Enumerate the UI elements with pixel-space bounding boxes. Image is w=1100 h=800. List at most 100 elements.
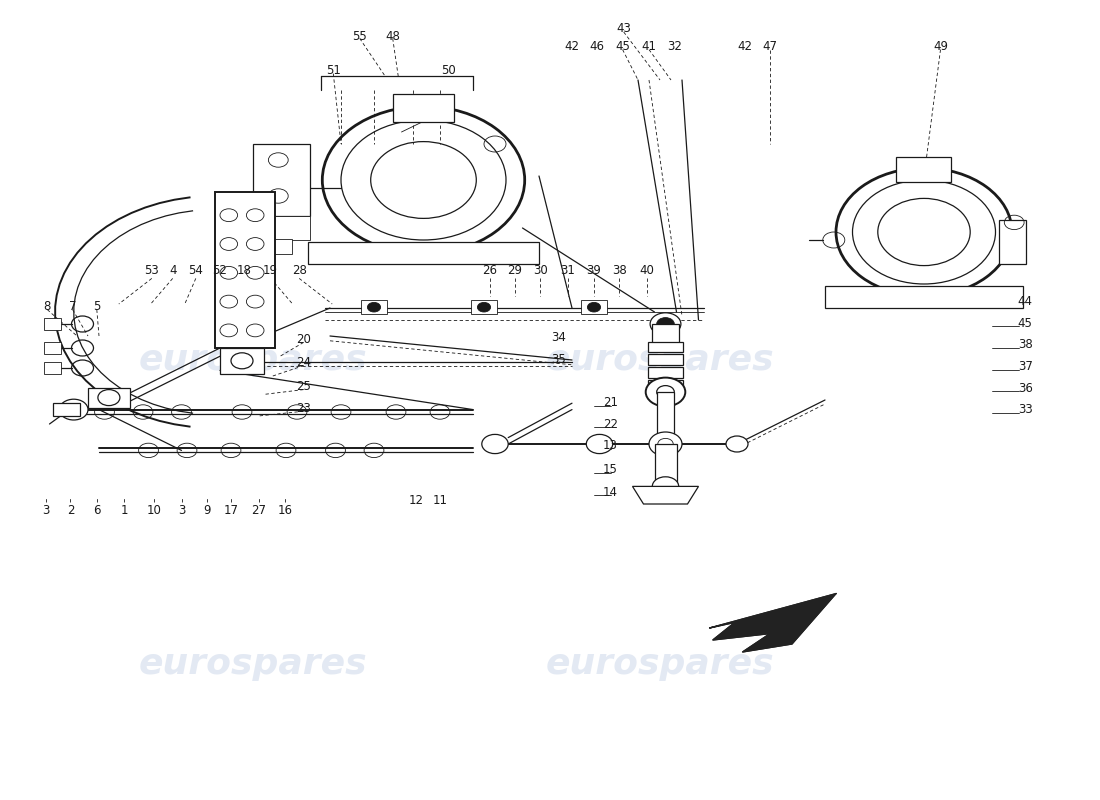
Text: 2: 2 <box>67 504 74 517</box>
Text: 45: 45 <box>615 40 630 53</box>
Bar <box>53 403 80 416</box>
Text: 31: 31 <box>560 264 575 277</box>
Text: eurospares: eurospares <box>139 647 367 681</box>
Circle shape <box>726 436 748 452</box>
Text: 22: 22 <box>603 418 618 430</box>
Text: 53: 53 <box>144 264 159 277</box>
Bar <box>648 380 683 390</box>
Text: 55: 55 <box>352 30 367 42</box>
Text: 9: 9 <box>204 504 210 517</box>
Text: 15: 15 <box>603 463 618 476</box>
Circle shape <box>649 432 682 456</box>
Text: 6: 6 <box>94 504 100 517</box>
Text: 32: 32 <box>667 40 682 53</box>
Bar <box>44 318 60 330</box>
Text: 34: 34 <box>551 331 566 344</box>
Text: 4: 4 <box>169 264 176 277</box>
Text: eurospares: eurospares <box>546 647 774 681</box>
Text: 39: 39 <box>586 264 602 277</box>
Text: 23: 23 <box>296 402 311 414</box>
Circle shape <box>477 302 491 312</box>
Bar <box>44 342 60 354</box>
Text: 21: 21 <box>603 396 618 409</box>
Bar <box>648 342 683 352</box>
Text: 33: 33 <box>1018 403 1033 416</box>
Text: 44: 44 <box>1018 295 1033 308</box>
Text: 42: 42 <box>737 40 752 53</box>
Text: 14: 14 <box>603 486 618 498</box>
Text: 19: 19 <box>263 264 278 277</box>
Text: 51: 51 <box>326 64 341 77</box>
Bar <box>648 354 683 365</box>
Bar <box>652 324 679 344</box>
Text: 10: 10 <box>146 504 162 517</box>
Text: 38: 38 <box>1018 338 1033 351</box>
Text: 48: 48 <box>385 30 400 42</box>
Bar <box>648 367 683 378</box>
Text: 3: 3 <box>43 504 50 517</box>
Bar <box>657 392 674 444</box>
Bar <box>825 286 1023 308</box>
Text: 5: 5 <box>94 300 100 313</box>
Text: 24: 24 <box>296 356 311 369</box>
Text: 7: 7 <box>69 300 76 313</box>
Text: 30: 30 <box>532 264 548 277</box>
Circle shape <box>587 302 601 312</box>
Text: 35: 35 <box>551 354 566 366</box>
Bar <box>896 157 951 182</box>
Text: 47: 47 <box>762 40 778 53</box>
Text: 41: 41 <box>641 40 657 53</box>
Circle shape <box>586 434 613 454</box>
Circle shape <box>367 302 381 312</box>
Text: 45: 45 <box>1018 317 1033 330</box>
Bar <box>654 444 676 486</box>
Text: eurospares: eurospares <box>139 343 367 377</box>
Text: 13: 13 <box>603 439 618 452</box>
Text: 25: 25 <box>296 380 311 393</box>
Circle shape <box>650 313 681 335</box>
Text: 27: 27 <box>251 504 266 517</box>
Text: 46: 46 <box>590 40 605 53</box>
Circle shape <box>657 318 674 330</box>
Text: 50: 50 <box>441 64 456 77</box>
Text: 28: 28 <box>292 264 307 277</box>
Polygon shape <box>710 594 836 652</box>
Polygon shape <box>632 486 698 504</box>
Text: 17: 17 <box>223 504 239 517</box>
Bar <box>88 388 130 408</box>
Text: 18: 18 <box>236 264 252 277</box>
Text: 40: 40 <box>639 264 654 277</box>
Text: 16: 16 <box>277 504 293 517</box>
Bar <box>581 300 607 314</box>
Bar <box>308 242 539 264</box>
Bar <box>253 216 310 240</box>
Circle shape <box>231 353 253 369</box>
Text: 52: 52 <box>212 264 228 277</box>
Bar <box>44 362 60 374</box>
Text: 42: 42 <box>564 40 580 53</box>
Bar <box>393 94 454 122</box>
Bar <box>214 192 275 348</box>
Text: 38: 38 <box>612 264 627 277</box>
Bar <box>220 348 264 374</box>
Circle shape <box>652 477 679 496</box>
Text: 37: 37 <box>1018 360 1033 373</box>
Bar <box>272 239 292 254</box>
Text: 3: 3 <box>178 504 185 517</box>
Text: 26: 26 <box>482 264 497 277</box>
Text: 36: 36 <box>1018 382 1033 394</box>
Text: 1: 1 <box>121 504 128 517</box>
Circle shape <box>482 434 508 454</box>
Text: 11: 11 <box>432 494 448 506</box>
Text: 12: 12 <box>408 494 424 506</box>
Text: eurospares: eurospares <box>546 343 774 377</box>
Text: 29: 29 <box>507 264 522 277</box>
Text: 54: 54 <box>188 264 204 277</box>
Text: 20: 20 <box>296 333 311 346</box>
Bar <box>253 144 310 216</box>
Bar <box>471 300 497 314</box>
Text: 43: 43 <box>616 22 631 34</box>
Circle shape <box>59 399 88 420</box>
Text: 8: 8 <box>44 300 51 313</box>
Circle shape <box>646 378 685 406</box>
